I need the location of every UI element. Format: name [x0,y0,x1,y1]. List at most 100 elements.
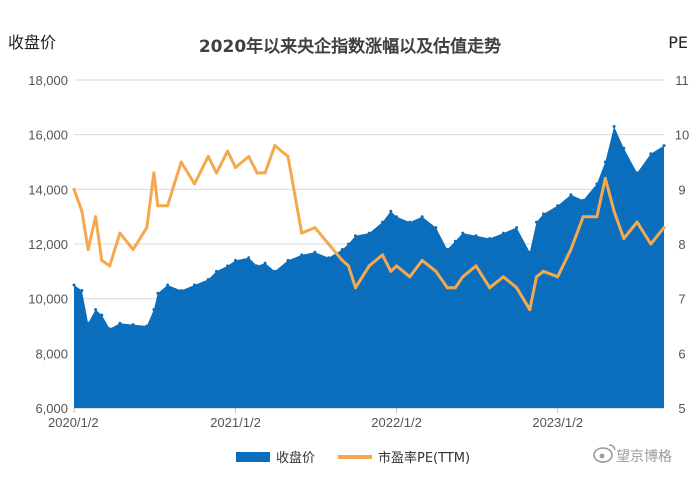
close-point [408,220,412,224]
y-right-tick-label: 8 [678,237,685,252]
pe-point [408,275,412,279]
series-pe-line [72,144,666,312]
close-point [226,264,230,268]
pe-point [108,264,112,268]
pe-point [156,204,160,208]
close-point [569,193,573,197]
pe-point [340,258,344,262]
pe-point [179,160,183,164]
pe-point [166,204,170,208]
close-point [612,125,616,128]
pe-point [206,155,210,158]
pe-point [612,209,616,213]
pe-point [603,176,607,180]
x-tick-labels: 2020/1/2 2021/1/2 2022/1/2 2023/1/2 [48,408,583,430]
close-point [662,144,666,148]
close-point [152,308,156,312]
pe-point [474,264,478,268]
close-point [515,226,519,230]
y-right-tick-label: 9 [678,182,685,197]
watermark-text: 望京博格 [616,448,672,465]
pe-point [434,269,438,273]
pe-point [300,231,304,235]
pe-point [152,171,156,175]
close-point [234,258,237,262]
y-left-tick-label: 10,000 [28,292,68,307]
pe-point [72,187,76,191]
pe-point [327,242,331,246]
weibo-logo-icon [593,444,616,463]
close-point [542,212,545,216]
close-point [556,204,560,208]
close-point [453,239,457,243]
legend: 收盘价 市盈率PE(TTM) [236,450,470,466]
close-point [327,256,331,260]
pe-point [461,275,465,279]
close-point [108,327,112,331]
pe-point [273,144,277,148]
pe-point [94,215,98,219]
close-point [395,215,399,219]
close-point [635,171,639,175]
close-point [347,242,350,246]
close-point [206,278,210,281]
y-left-tick-label: 12,000 [28,237,68,252]
pe-point [535,275,538,279]
pe-point [595,215,599,219]
pe-point [622,237,626,240]
pe-point [255,171,259,175]
close-point [145,324,149,328]
pe-point [635,220,639,224]
close-point [528,250,532,254]
close-point [131,323,135,327]
close-point [86,321,90,325]
pe-point [381,253,384,257]
close-point [179,289,183,292]
close-point [247,256,251,260]
pe-point [569,248,573,251]
close-point [255,264,259,268]
close-point [535,220,538,224]
pe-point [118,231,122,235]
pe-point [313,226,317,230]
pe-point [286,155,290,158]
pe-point [649,242,653,246]
pe-point [86,248,90,251]
y-right-tick-label: 7 [678,292,685,307]
pe-point [80,209,84,213]
pe-point [347,264,350,268]
y-left-tick-label: 16,000 [28,128,68,143]
plot-area [72,125,666,408]
x-tick-label: 2020/1/2 [48,415,99,430]
pe-point [420,258,424,262]
y-left-tick-label: 18,000 [28,73,68,88]
y-right-tick-label: 5 [678,401,685,416]
close-point [80,289,84,292]
close-point [193,283,196,287]
y-left-tick-labels: 6,000 8,000 10,000 12,000 14,000 16,000 18,000 [28,73,68,416]
pe-point [389,269,393,273]
pe-point [528,308,532,312]
x-tick-label: 2021/1/2 [210,415,261,430]
close-point [300,253,304,257]
close-point [603,160,607,164]
pe-point [395,264,399,268]
pe-point [100,258,104,262]
pe-point [556,275,560,279]
pe-point [488,286,492,290]
x-tick-label: 2022/1/2 [371,415,422,430]
y-left-tick-label: 14,000 [28,182,68,197]
close-point [389,209,393,213]
pe-point [226,149,230,153]
close-point [367,231,371,235]
pe-point [145,226,149,230]
pe-point [515,286,519,290]
watermark: 望京博格 [593,444,672,465]
close-point [94,308,98,312]
y-left-axis-title: 收盘价 [8,33,56,52]
pe-point [354,286,357,290]
close-point [72,283,76,287]
pe-point [453,286,457,290]
close-point [501,231,505,235]
close-point [118,321,122,325]
